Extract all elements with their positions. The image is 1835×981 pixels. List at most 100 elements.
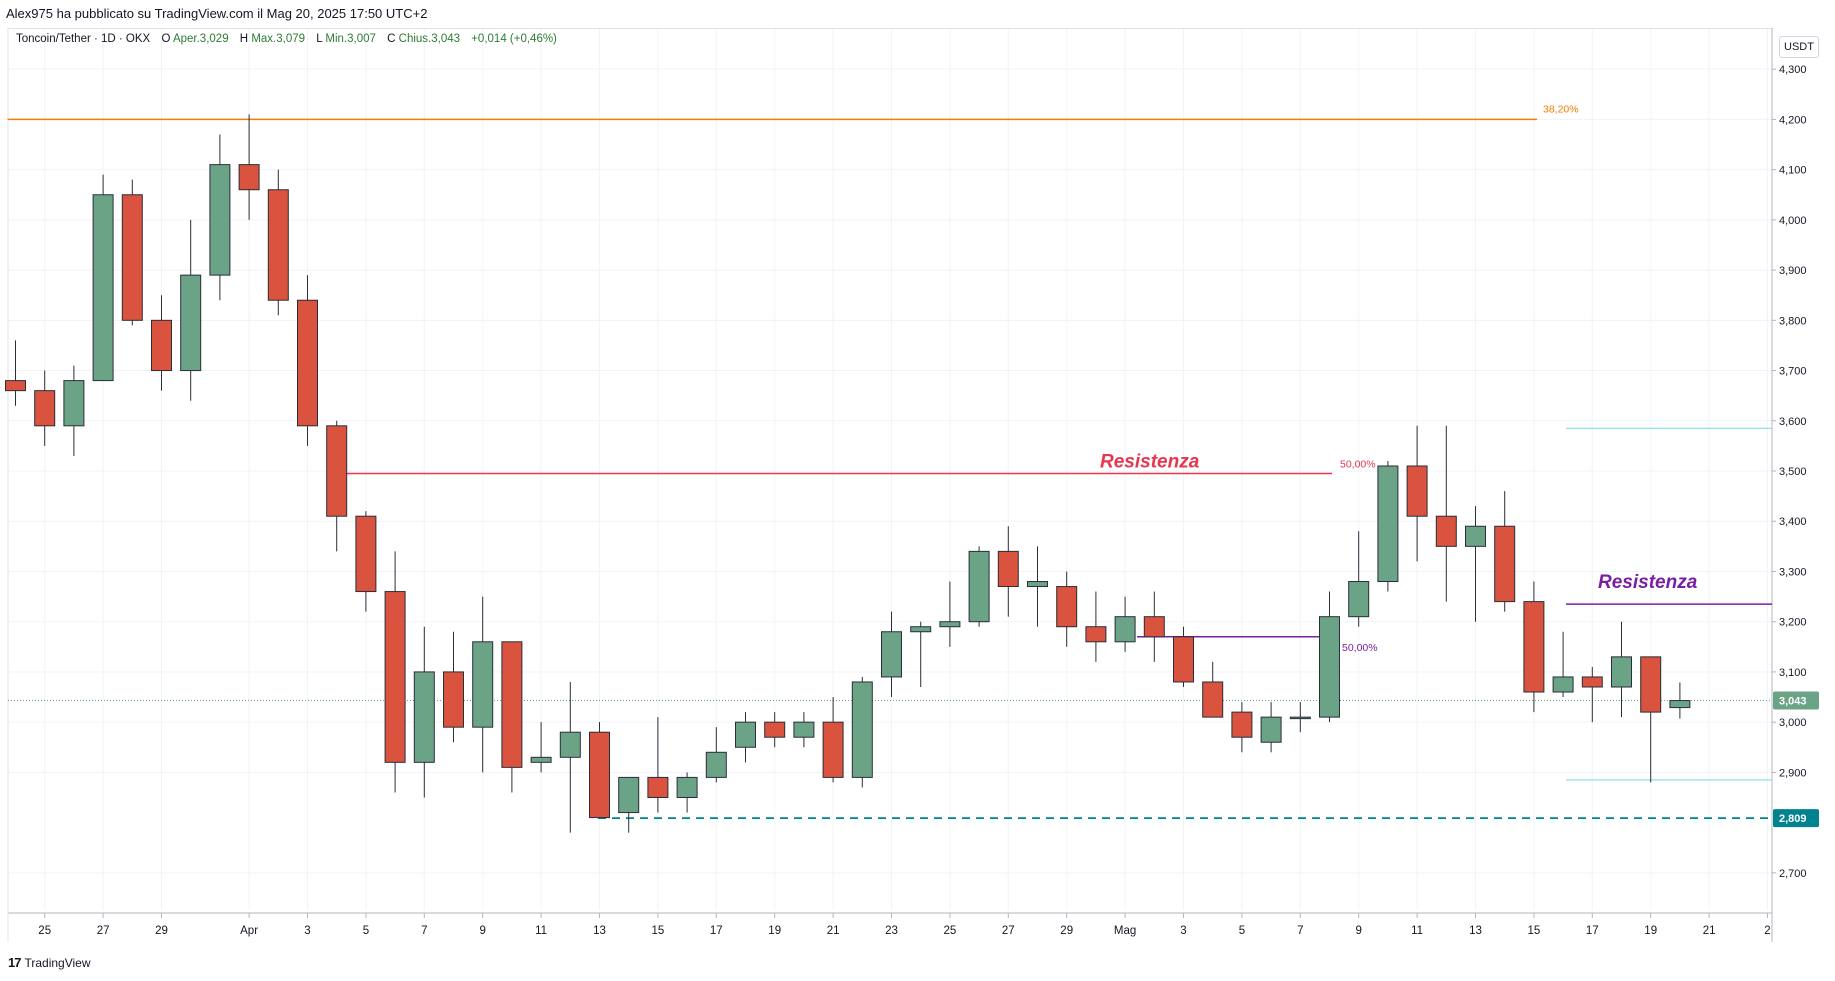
candle-down	[34, 390, 56, 427]
time-tick-label: 7	[421, 925, 427, 937]
time-tick-label: 5	[1239, 925, 1245, 937]
symbol-name[interactable]: Toncoin/Tether · 1D · OKX	[16, 33, 151, 45]
candle-up	[472, 641, 494, 728]
open-value: Aper.3,029	[172, 33, 229, 45]
time-tick-label: 21	[1703, 925, 1716, 937]
time-tick-label: 7	[1297, 925, 1303, 937]
candle-up	[793, 721, 815, 738]
time-tick-label: 3	[304, 925, 310, 937]
candle-down	[121, 194, 143, 321]
candle-up	[413, 671, 435, 763]
time-tick-label: 13	[593, 925, 606, 937]
close-label: C	[387, 33, 396, 45]
candle-up	[559, 731, 581, 758]
candle-down	[1523, 601, 1545, 693]
candle-down	[5, 380, 26, 392]
fib-50-label: 50,00%	[1340, 459, 1376, 471]
candle-down	[297, 299, 318, 427]
candle-up	[1611, 656, 1632, 688]
time-tick-label: 19	[1644, 925, 1657, 937]
candle-up	[63, 380, 85, 427]
candle-down	[267, 189, 289, 301]
price-tick-label: 3,300	[1779, 566, 1807, 578]
time-tick-label: 25	[944, 925, 957, 937]
currency-unit-button[interactable]: USDT	[1779, 36, 1819, 58]
price-tick-label: 4,200	[1779, 114, 1807, 126]
published-by-text: Alex975 ha pubblicato su TradingView.com…	[6, 6, 428, 21]
price-tick-label: 3,000	[1779, 717, 1807, 729]
candle-up	[676, 776, 698, 798]
candle-down	[1494, 525, 1516, 603]
time-tick-label: 17	[710, 925, 723, 937]
price-tick-label: 2,700	[1779, 868, 1807, 880]
time-tick-label: 3	[1180, 925, 1186, 937]
candle-up	[618, 776, 640, 814]
candle-down	[647, 776, 669, 798]
time-tick-label: 25	[38, 925, 51, 937]
low-value: Min.3,007	[325, 33, 376, 45]
candle-up	[530, 756, 552, 763]
candle-down	[1143, 616, 1165, 638]
close-value: Chius.3,043	[398, 33, 461, 45]
candle-up	[1289, 716, 1311, 720]
time-tick-label: 29	[1060, 925, 1073, 937]
candle-up	[705, 751, 727, 778]
candle-up	[851, 681, 873, 778]
candle-up	[881, 631, 902, 678]
candle-down	[238, 164, 260, 191]
candle-up	[1114, 616, 1136, 643]
candle-down	[997, 550, 1019, 588]
time-tick-label: 11	[1411, 925, 1423, 937]
candle-up	[939, 621, 961, 628]
resistance-red-label: Resistenza	[1100, 451, 1200, 472]
time-tick-label: Apr	[240, 925, 258, 937]
high-value: Max.3,079	[251, 33, 306, 45]
candle-up	[92, 194, 114, 382]
time-tick-label: 15	[1528, 925, 1541, 937]
candle-up	[1027, 581, 1048, 588]
candle-up	[1669, 700, 1691, 709]
low-label: L	[316, 33, 323, 45]
change-value: +0,014 (+0,46%)	[471, 33, 557, 45]
candle-up	[968, 550, 990, 623]
candle-up	[1465, 525, 1486, 547]
price-tick-label: 4,300	[1779, 64, 1807, 76]
tradingview-logo-icon[interactable]: 17	[8, 955, 22, 970]
candle-down	[1406, 465, 1428, 517]
time-tick-label: 5	[363, 925, 369, 937]
time-tick-label: Mag	[1114, 925, 1136, 937]
footer: 17 TradingView	[8, 955, 91, 970]
price-tick-label: 3,900	[1779, 265, 1807, 277]
symbol-legend: Toncoin/Tether · 1D · OKX O Aper.3,029 H…	[16, 33, 557, 45]
resistance-purple-label: Resistenza	[1598, 572, 1698, 593]
price-tick-label: 4,100	[1779, 165, 1807, 177]
time-tick-label: 17	[1586, 925, 1599, 937]
time-tick-label: 13	[1469, 925, 1482, 937]
candle-down	[1085, 626, 1107, 643]
fib-purple-label: 50,00%	[1342, 642, 1378, 654]
price-tick-label: 4,000	[1779, 215, 1807, 227]
price-tick-label: 3,400	[1779, 516, 1807, 528]
candle-down	[822, 721, 844, 778]
fib-382-label: 38,20%	[1543, 103, 1579, 115]
chart-frame	[8, 28, 1772, 943]
open-label: O	[161, 33, 171, 45]
candle-down	[1435, 515, 1457, 547]
candle-down	[1173, 636, 1194, 683]
time-tick-label: 11	[535, 925, 547, 937]
price-tick-label: 3,200	[1779, 617, 1807, 629]
last-price-badge-label: 3,043	[1779, 696, 1807, 708]
candle-down	[384, 591, 406, 763]
candle-down	[1056, 586, 1078, 628]
candle-down	[501, 641, 523, 768]
candle-up	[1377, 465, 1399, 583]
time-tick-label: 23	[885, 925, 898, 937]
candle-up	[209, 164, 231, 276]
time-tick-label: 15	[652, 925, 665, 937]
candle-down	[1231, 711, 1253, 738]
footer-brand[interactable]: TradingView	[24, 955, 91, 970]
price-tick-label: 3,800	[1779, 315, 1807, 327]
candle-down	[326, 425, 348, 517]
last-price-badge-bg	[1773, 691, 1819, 710]
